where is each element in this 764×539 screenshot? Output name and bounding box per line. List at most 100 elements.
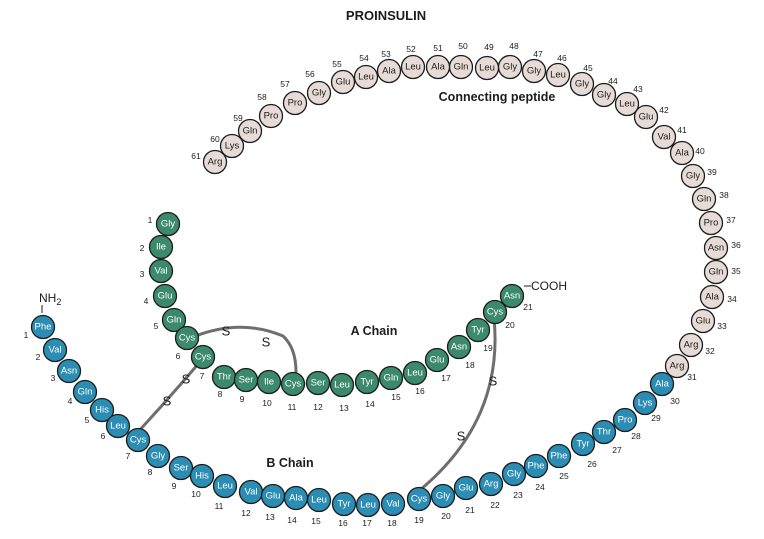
diagram-title: PROINSULIN: [346, 8, 426, 23]
b-chain-residue-number: 19: [414, 515, 424, 525]
a-chain-residue-label: Ser: [239, 375, 254, 386]
b-chain-residue: Pro 28: [612, 407, 641, 441]
b-chain-residue: Phe 1: [24, 314, 56, 340]
c-peptide-residue-label: Gly: [686, 171, 701, 182]
c-peptide-residue-number: 49: [484, 42, 494, 52]
b-chain-residue: Gly 8: [145, 443, 171, 477]
n-terminus-label: NH2: [39, 291, 61, 307]
a-chain-residue: Tyr 14: [354, 369, 380, 409]
a-chain-residue-number: 17: [441, 373, 451, 383]
b-chain-residue-label: Cys: [130, 435, 147, 446]
c-peptide-residue-number: 44: [608, 76, 618, 86]
b-chain-residue-circle: [380, 491, 406, 517]
a-chain-residue: Leu 16: [402, 360, 428, 396]
b-chain-residue-circle: [523, 453, 549, 479]
c-peptide-residue: Pro 57: [280, 79, 308, 116]
b-chain-residue-number: 14: [287, 515, 297, 525]
b-chain-residue-label: Arg: [484, 479, 499, 490]
b-chain-residue-label: Ser: [174, 463, 189, 474]
b-chain-residue: Lys 29: [632, 390, 661, 423]
c-peptide-residue-number: 55: [332, 59, 342, 69]
a-chain-residue-circle: [148, 258, 174, 284]
a-chain-residue-number: 1: [148, 215, 153, 225]
c-peptide-residue-label: Glu: [336, 77, 351, 88]
c-peptide-residue-circle: [669, 140, 695, 166]
c-peptide-residue-label: Pro: [288, 98, 303, 109]
a-chain-residue-circle: [161, 307, 187, 333]
b-chain-residue-number: 22: [490, 500, 500, 510]
c-peptide-residue-circle: [664, 353, 690, 379]
b-chain-residue-label: Phe: [551, 451, 568, 462]
b-chain-residue-label: Asn: [61, 366, 77, 377]
c-peptide-residue-number: 56: [305, 69, 315, 79]
a-chain-residue: Leu 13: [329, 372, 355, 413]
c-peptide-residue-label: Ala: [675, 148, 689, 159]
b-chain-residue: Leu 17: [355, 492, 381, 528]
c-peptide-residue-circle: [678, 332, 704, 358]
c-peptide-residue-number: 41: [677, 125, 687, 135]
b-chain-residue-label: Thr: [597, 427, 611, 438]
b-chain-residue-circle: [570, 431, 596, 457]
c-peptide-residue: Gly 39: [680, 163, 717, 189]
c-peptide-residue-number: 42: [659, 105, 669, 115]
b-chain-residue-circle: [212, 473, 238, 499]
c-peptide-residue-circle: [258, 103, 284, 129]
b-chain-residue-number: 17: [362, 518, 372, 528]
disulfide-bond-a20-b19: [418, 316, 497, 492]
b-chain-residue-circle: [189, 463, 215, 489]
b-chain-residue-number: 1: [24, 330, 29, 340]
c-peptide-residue-number: 54: [359, 53, 369, 63]
c-peptide-residue: Arg 61: [191, 149, 228, 175]
a-chain-residue-number: 14: [365, 399, 375, 409]
a-chain-residue: Gln 5: [154, 307, 187, 333]
c-peptide-residue-label: Ala: [382, 66, 396, 77]
c-peptide-residue-label: Gly: [503, 62, 518, 73]
c-peptide-residue-number: 52: [406, 44, 416, 54]
c-peptide-residue-label: Ala: [705, 292, 719, 303]
b-chain-residue-number: 9: [172, 481, 177, 491]
a-chain-residue-label: Gly: [161, 219, 176, 230]
a-chain-residue: Cys 7: [190, 344, 216, 381]
c-peptide-residue-label: Gln: [243, 126, 258, 137]
a-chain-residue-label: Glu: [158, 291, 173, 302]
c-peptide-residue-circle: [330, 69, 356, 95]
c-peptide-residue: Glu 55: [330, 59, 356, 95]
b-chain-residue-circle: [612, 407, 638, 433]
b-chain-residue-number: 16: [338, 518, 348, 528]
a-chain-residue-circle: [329, 372, 355, 398]
b-chain-residue-label: Val: [244, 487, 257, 498]
b-chain-residue-number: 6: [101, 431, 106, 441]
c-peptide-residue-circle: [651, 124, 677, 150]
b-chain-residue-circle: [355, 492, 381, 518]
a-chain-residue-circle: [280, 371, 306, 397]
c-peptide-residue-number: 48: [509, 41, 519, 51]
sulfur-label: S: [457, 429, 466, 444]
b-chain-residue: Gln 4: [68, 379, 98, 406]
c-peptide-residue-circle: [353, 64, 379, 90]
c-peptide-residue-number: 43: [633, 84, 643, 94]
c-peptide-residue-label: Asn: [708, 243, 724, 254]
b-chain-residue-label: His: [195, 471, 209, 482]
c-peptide-residue: Gly 45: [569, 63, 595, 97]
c-peptide-residue-label: Gly: [312, 88, 327, 99]
c-peptide-residue: Pro 58: [257, 92, 284, 129]
b-chain-residue: His 10: [189, 463, 215, 499]
b-chain-residue: Phe 24: [523, 453, 549, 492]
b-chain-residue-circle: [591, 419, 617, 445]
a-chain-residue-circle: [305, 370, 331, 396]
a-chain-residue-label: Ile: [156, 242, 166, 253]
a-chain-residue-label: Cys: [487, 307, 504, 318]
c-peptide-residue-label: Gly: [575, 79, 590, 90]
a-chain-residue-number: 20: [505, 320, 515, 330]
c-peptide-residue-number: 51: [433, 43, 443, 53]
a-chain-residue: Gln 15: [378, 365, 404, 402]
c-peptide-residue-circle: [400, 54, 426, 80]
c-peptide-residue: Ala 40: [669, 140, 705, 166]
b-chain-residue-number: 7: [126, 451, 131, 461]
c-peptide-residue-number: 46: [557, 53, 567, 63]
a-chain-residue-label: Tyr: [471, 325, 484, 336]
c-peptide-residue: Gly 56: [305, 69, 332, 106]
b-chain-residue-circle: [453, 475, 479, 501]
c-peptide-residue: Gly 47: [521, 49, 547, 84]
